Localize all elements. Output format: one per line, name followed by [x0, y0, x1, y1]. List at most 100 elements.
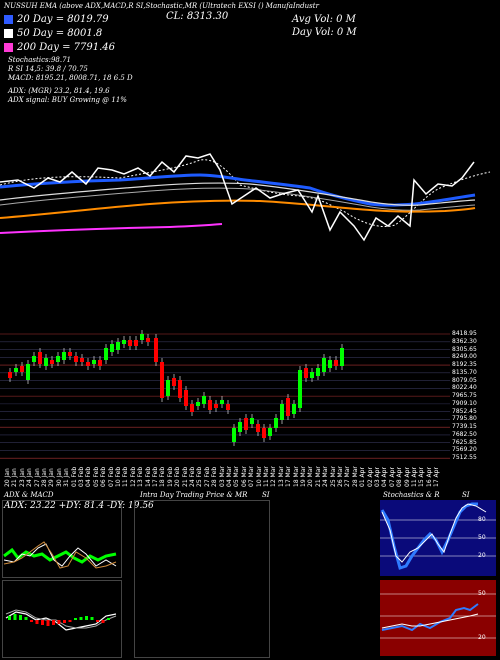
macd-bar	[63, 620, 66, 623]
stoch-level-20: 20	[478, 552, 486, 559]
candle-body	[140, 334, 144, 340]
candle-body	[86, 362, 90, 366]
candle-body	[244, 418, 248, 430]
macd-bar	[101, 620, 105, 623]
ma200-swatch-icon	[4, 43, 13, 52]
macd-panel	[2, 580, 122, 658]
candle-body	[202, 396, 206, 404]
price-level-label: 7965.75	[452, 392, 477, 400]
macd-bar	[90, 617, 94, 620]
macd-bar	[41, 620, 44, 625]
stoch-white-line	[381, 503, 487, 563]
candle-body	[134, 340, 138, 346]
stoch-level-50: 50	[478, 534, 486, 541]
adx-macd-title: ADX & MACD	[4, 491, 54, 499]
candle-body	[74, 356, 78, 362]
price-level-label: 7795.80	[452, 415, 477, 423]
stoch-blue-line	[380, 502, 478, 570]
candle-body	[178, 380, 182, 398]
adx-orange-line	[3, 541, 117, 569]
candle-body	[322, 358, 326, 372]
candle-body	[32, 356, 36, 362]
macd-bar	[79, 617, 83, 620]
macd-bar	[74, 618, 77, 620]
legend-ma50: 50 Day = 8001.8	[4, 28, 102, 39]
candle-body	[190, 404, 194, 412]
macd-bar	[57, 620, 61, 624]
candle-body	[232, 428, 236, 442]
rsi-white-line	[381, 613, 479, 629]
candle-body	[184, 390, 188, 406]
candle-body	[238, 422, 242, 432]
macd-bar	[30, 620, 33, 622]
adx-white-line	[3, 543, 117, 567]
candle-body	[304, 368, 308, 378]
candle-body	[280, 404, 284, 420]
intraday-panel	[134, 500, 270, 658]
macd-signal-line	[5, 609, 117, 629]
candle-body	[328, 360, 332, 368]
candle-body	[104, 348, 108, 360]
candlestick-chart	[0, 330, 450, 459]
legend-ma20: 20 Day = 8019.79	[4, 14, 109, 25]
price-level-label: 8362.30	[452, 337, 477, 345]
macd-bar	[68, 620, 72, 622]
avg-volume: Avg Vol: 0 M	[292, 14, 356, 25]
stochastics-title: Stochastics & R	[383, 491, 440, 499]
candle-body	[154, 338, 158, 362]
price-level-label: 7739.15	[452, 423, 477, 431]
adx-panel	[2, 500, 122, 578]
macd-bar	[85, 616, 88, 620]
candle-body	[38, 352, 42, 364]
candle-body	[56, 356, 60, 362]
candle-body	[220, 400, 224, 404]
orange-ma-line	[0, 199, 476, 219]
macd-bar	[24, 617, 28, 620]
legend-ma200: 200 Day = 7791.46	[4, 42, 115, 53]
candle-body	[208, 400, 212, 410]
candle-body	[298, 370, 302, 408]
intraday-title: Intra Day Trading Price & MR	[140, 491, 248, 499]
price-level-label: 7909.10	[452, 399, 477, 407]
candle-body	[172, 378, 176, 386]
macd-bar	[19, 615, 22, 620]
day-volume: Day Vol: 0 M	[292, 27, 357, 38]
candle-body	[92, 360, 96, 364]
macd-bar	[35, 620, 39, 624]
candle-body	[226, 404, 230, 410]
rsi-level-80: 50	[478, 590, 486, 597]
candle-body	[80, 358, 84, 362]
price-level-label: 8079.05	[452, 376, 477, 384]
intraday-si: SI	[262, 491, 270, 499]
ma50-swatch-icon	[4, 29, 13, 38]
candle-body	[128, 340, 132, 346]
price-level-label: 7512.55	[452, 454, 477, 462]
candle-body	[292, 404, 296, 414]
price-level-label: 7682.50	[452, 430, 477, 438]
candle-body	[116, 342, 120, 350]
candle-body	[196, 402, 200, 406]
candle-body	[160, 362, 164, 398]
candle-body	[50, 360, 54, 364]
candle-body	[68, 352, 72, 356]
candle-body	[334, 360, 338, 366]
adx-panel-values: ADX: 23.22 +DY: 81.4 -DY: 19.56	[4, 501, 154, 511]
candle-body	[110, 344, 114, 352]
candle-body	[286, 398, 290, 416]
macd-bar	[8, 616, 11, 620]
candle-body	[20, 366, 24, 372]
macd-white-line	[5, 611, 117, 631]
rsi-level-20: 20	[478, 634, 486, 641]
macd-bar	[13, 614, 17, 620]
stochastics-value: Stochastics:98.71	[8, 56, 71, 64]
candle-body	[310, 372, 314, 378]
candle-body	[62, 352, 66, 360]
candle-body	[44, 358, 48, 366]
stochastics-si: SI	[462, 491, 470, 499]
rsi-value: R SI 14,5: 39.8 / 70.75	[8, 65, 88, 73]
price-line	[0, 153, 475, 242]
candle-body	[262, 428, 266, 438]
